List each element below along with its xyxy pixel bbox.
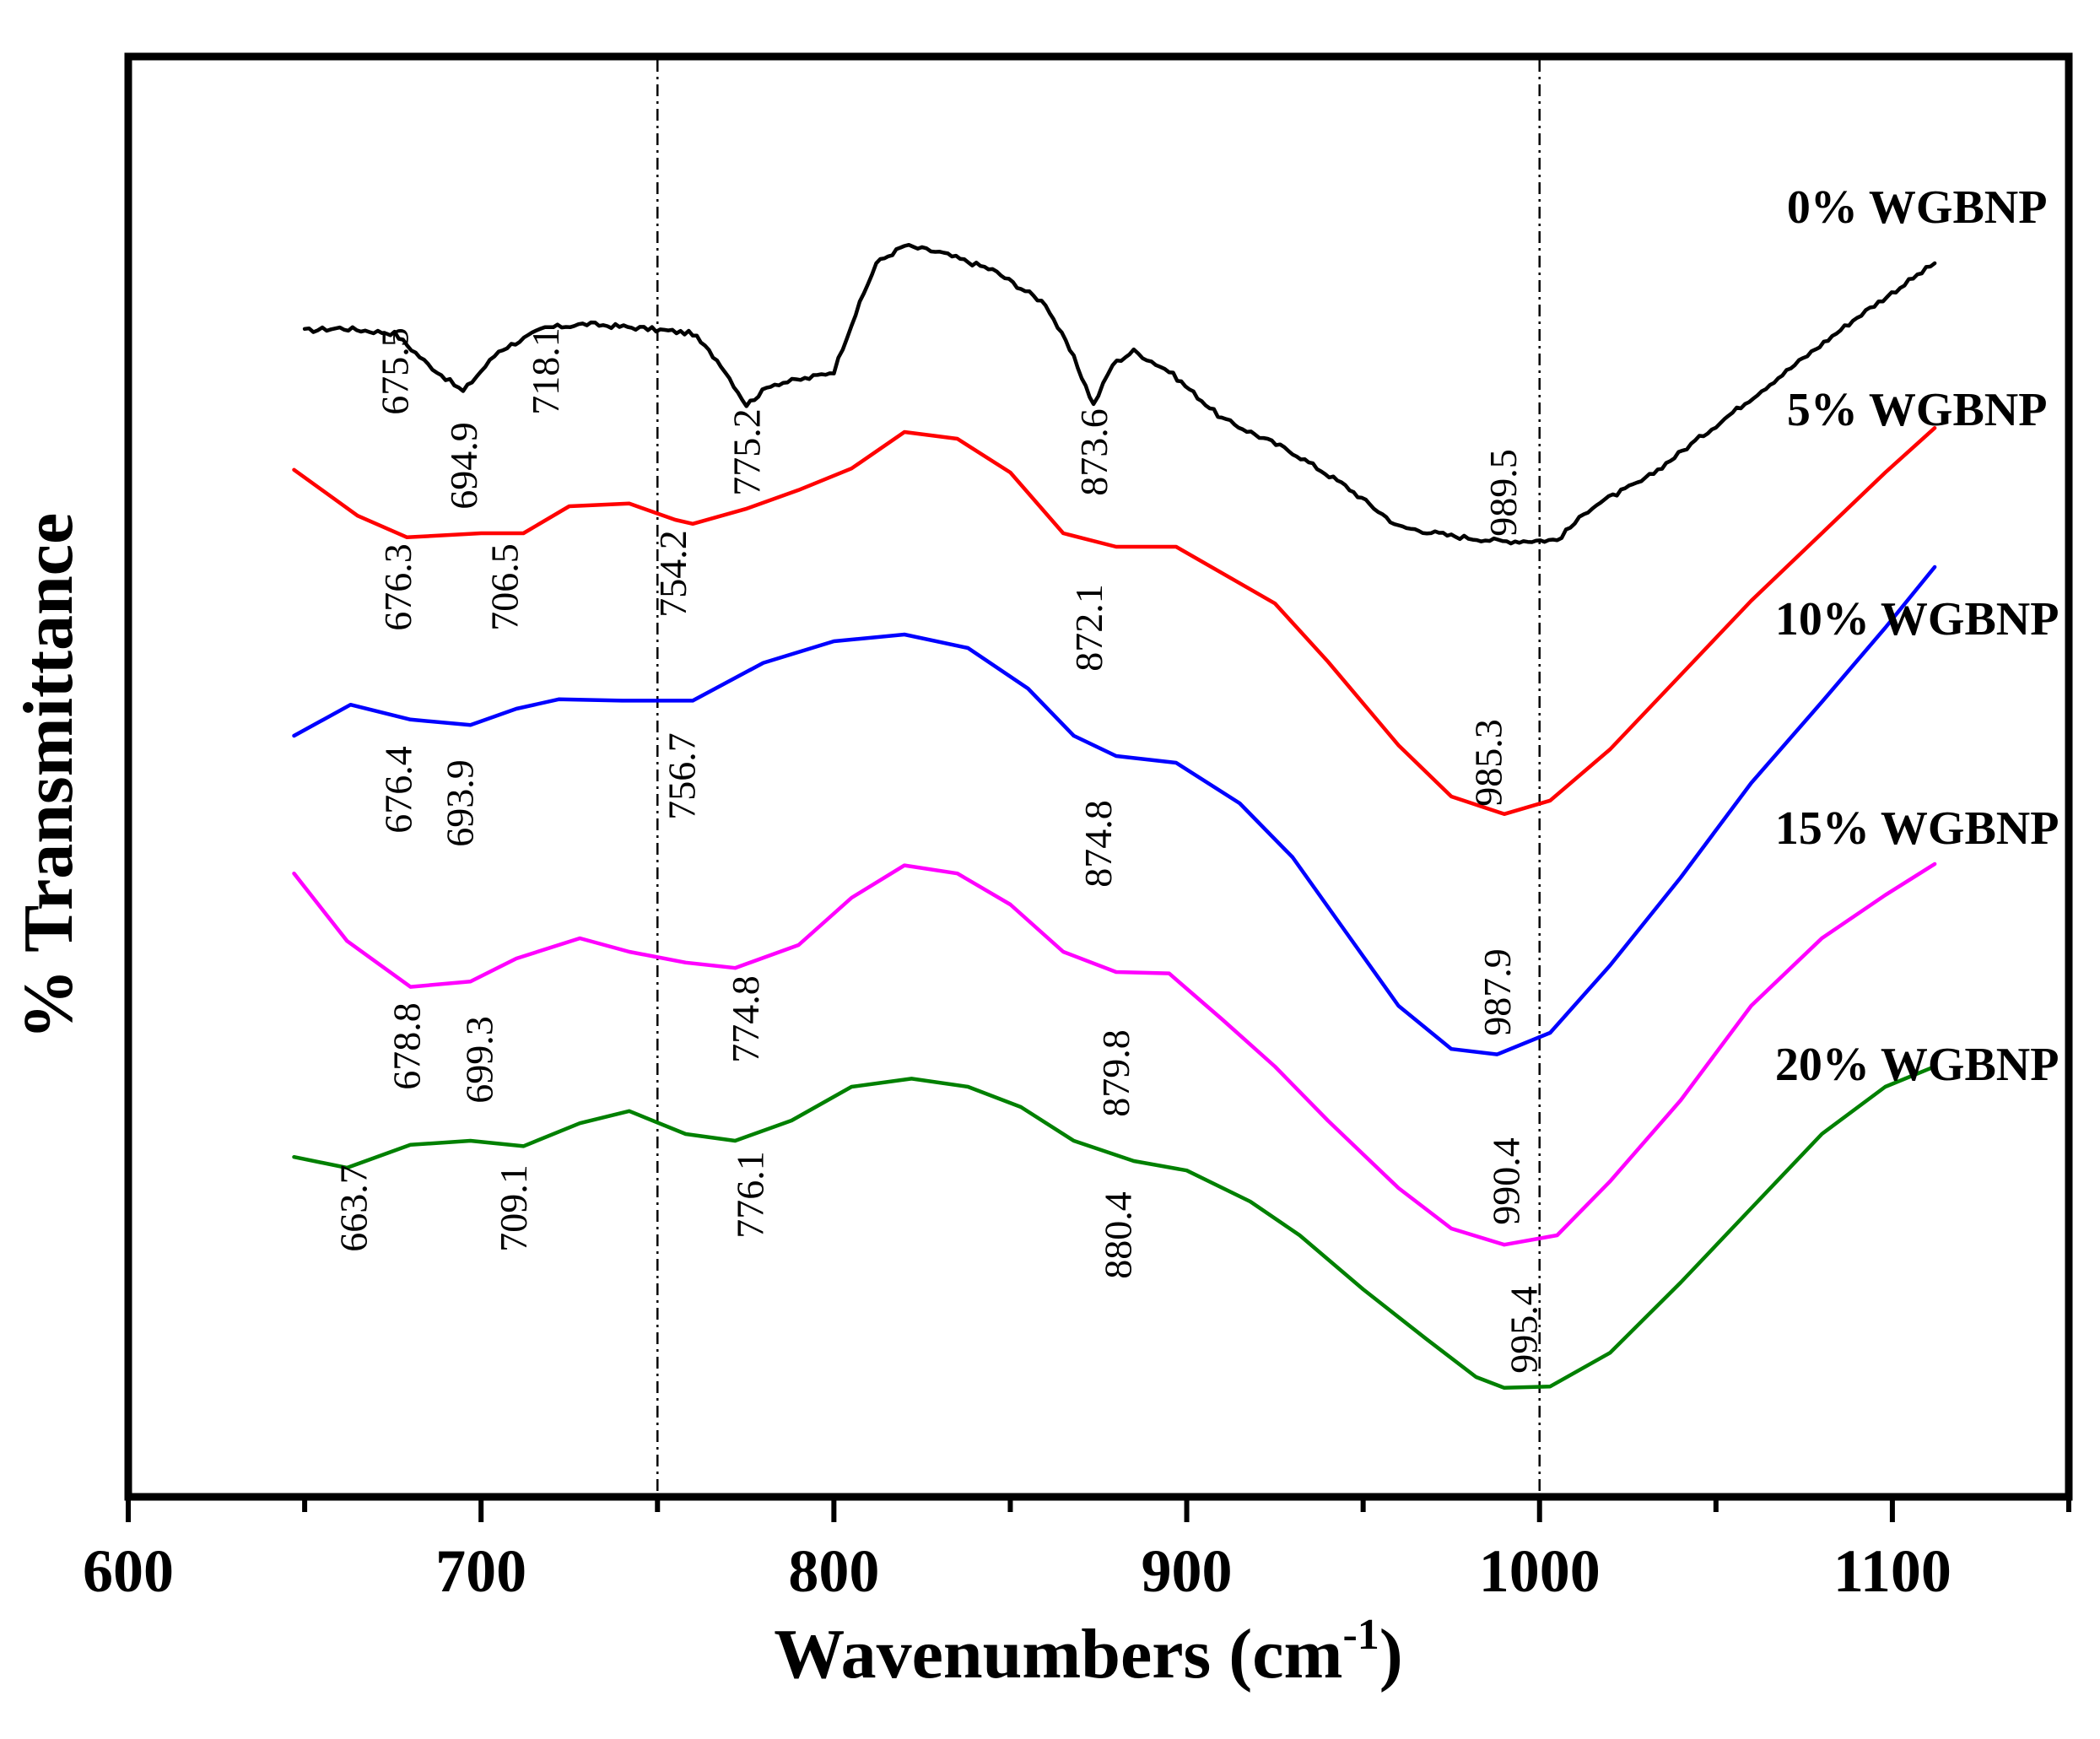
peak-label: 880.4: [1097, 1191, 1140, 1279]
y-axis-title: % Transmittance: [9, 513, 88, 1040]
x-axis-title-main: Wavenumbers (cm: [774, 1615, 1342, 1693]
peak-label: 718.1: [524, 327, 567, 415]
peak-label: 987.9: [1476, 948, 1519, 1036]
x-axis-title-close: ): [1379, 1615, 1403, 1693]
peak-label: 989.5: [1482, 449, 1525, 537]
peak-label: 693.9: [439, 759, 482, 847]
series-line-5pct-wgbnp: [292, 425, 1937, 817]
peak-label: 663.7: [332, 1164, 375, 1252]
peak-label: 678.8: [386, 1002, 429, 1090]
peak-label: 676.3: [376, 543, 419, 631]
x-tick-label-900: 900: [1142, 1537, 1233, 1605]
peak-label: 694.9: [442, 422, 485, 510]
x-tick-label-600: 600: [83, 1537, 174, 1605]
series-line-15pct-wgbnp: [292, 861, 1937, 1247]
series-line-20pct-wgbnp: [292, 1064, 1937, 1391]
peak-label: 754.2: [651, 530, 694, 618]
x-axis-title: Wavenumbers (cm-1): [774, 1611, 1403, 1693]
series-label-15pct-wgbnp: 15% WGBNP: [1775, 802, 2060, 855]
peak-label: 774.8: [724, 975, 767, 1063]
peak-label: 756.7: [660, 732, 703, 820]
peak-label: 775.2: [726, 408, 769, 496]
peak-label: 699.3: [457, 1016, 500, 1104]
x-tick-label-1000: 1000: [1479, 1537, 1601, 1605]
peak-label: 985.3: [1466, 719, 1509, 807]
peak-label: 995.4: [1503, 1286, 1546, 1374]
peak-label: 990.4: [1485, 1137, 1528, 1225]
peak-label: 776.1: [728, 1151, 771, 1239]
peak-label: 879.8: [1094, 1029, 1137, 1117]
series-label-0pct-wgbnp: 0% WGBNP: [1787, 181, 2048, 234]
plot-frame: [124, 52, 2073, 1501]
peak-label: 706.5: [483, 543, 526, 631]
peak-label: 709.1: [492, 1164, 535, 1252]
series-label-5pct-wgbnp: 5% WGBNP: [1787, 384, 2048, 436]
series-label-20pct-wgbnp: 20% WGBNP: [1775, 1039, 2060, 1091]
x-tick-label-800: 800: [788, 1537, 879, 1605]
x-tick-label-1100: 1100: [1833, 1537, 1952, 1605]
peak-label: 873.6: [1072, 408, 1115, 496]
peak-label: 872.1: [1067, 584, 1110, 672]
peak-label: 874.8: [1077, 800, 1120, 888]
peak-label: 676.4: [377, 746, 420, 834]
series-line-0pct-wgbnp: [302, 242, 1937, 546]
x-axis-title-superscript: -1: [1342, 1611, 1379, 1659]
series-label-10pct-wgbnp: 10% WGBNP: [1775, 593, 2060, 645]
series-line-10pct-wgbnp: [292, 564, 1937, 1056]
peak-label: 675.5: [374, 327, 417, 415]
x-tick-label-700: 700: [435, 1537, 526, 1605]
